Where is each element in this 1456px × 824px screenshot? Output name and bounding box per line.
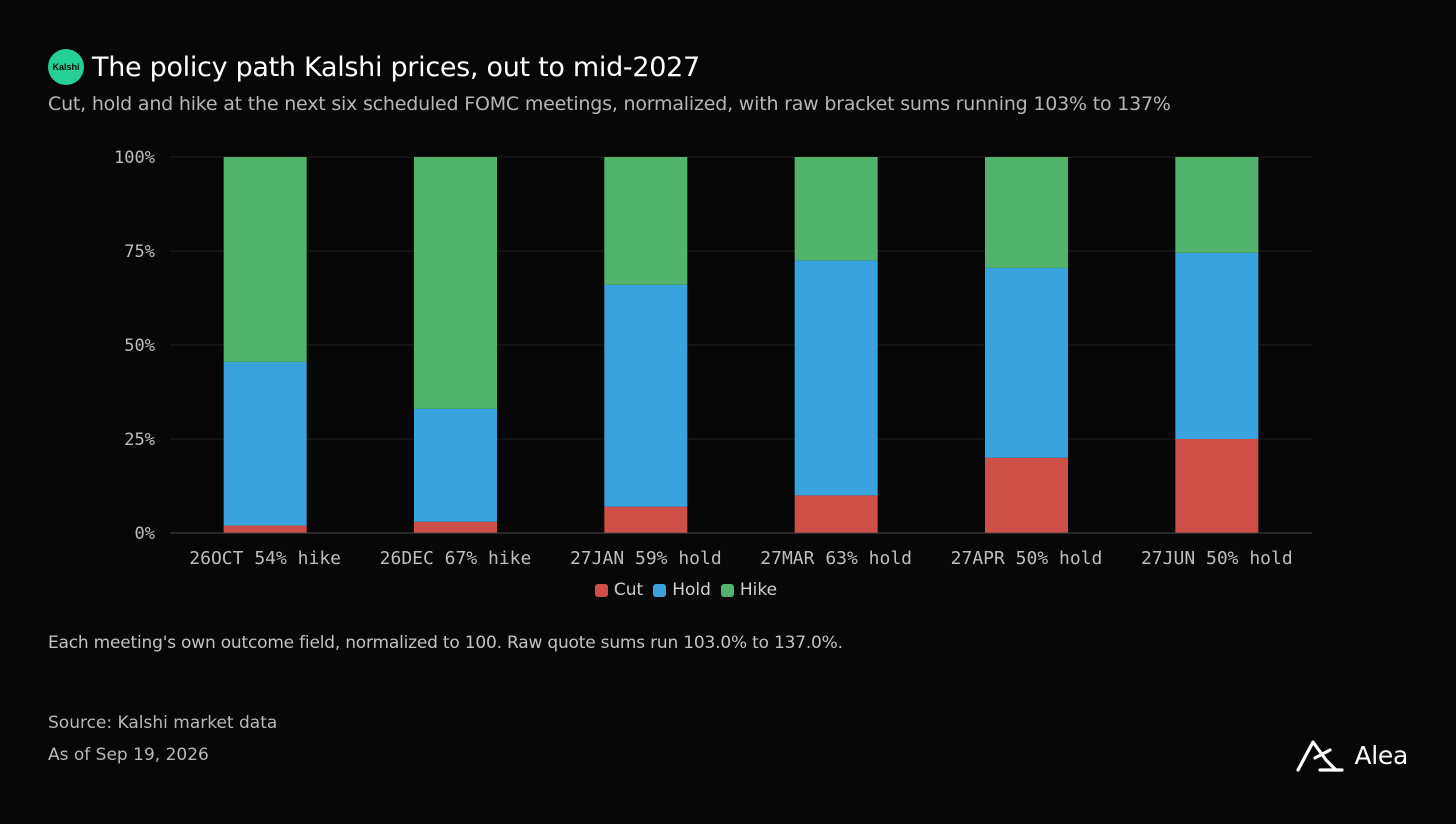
x-tick-label: 27MAR 63% hold [760, 548, 912, 569]
y-tick-label: 25% [124, 430, 155, 450]
kalshi-logo-icon: Kalshi [48, 49, 84, 85]
alea-brand: Alea [1296, 738, 1408, 772]
x-tick-label: 27JAN 59% hold [570, 548, 722, 569]
bar-segment-cut [604, 506, 688, 533]
bar-segment-hike [223, 157, 307, 362]
legend-label-hike: Hike [739, 580, 778, 600]
y-tick-label: 50% [124, 336, 155, 356]
bar-segment-hike [1175, 157, 1259, 253]
chart-note: Each meeting's own outcome field, normal… [48, 633, 843, 653]
bar-segment-hold [604, 284, 688, 507]
bar-segment-hike [414, 157, 497, 409]
chart-legend: Cut Hold Hike [0, 580, 1372, 600]
bar-segment-hold [794, 260, 878, 496]
chart-title: The policy path Kalshi prices, out to mi… [92, 51, 700, 83]
y-tick-label: 75% [124, 242, 155, 262]
bar-segment-hold [223, 361, 307, 526]
legend-swatch-hike [720, 583, 734, 597]
y-tick-label: 0% [135, 524, 155, 544]
brand-name: Alea [1354, 740, 1408, 770]
legend-item-cut: Cut [594, 580, 644, 600]
bar-segment-cut [414, 521, 497, 533]
alea-logo-icon [1296, 740, 1345, 772]
legend-swatch-cut [594, 583, 608, 597]
stacked-bar-chart: 0% 25% 50% 75% 100% 26OCT 54% hike 26DEC 67% h… [114, 148, 1312, 569]
bar-segment-cut [223, 525, 307, 533]
bar-segment-hold [985, 267, 1068, 458]
legend-item-hike: Hike [720, 580, 778, 600]
as-of-date: As of Sep 19, 2026 [48, 745, 209, 765]
chart-header: Kalshi The policy path Kalshi prices, ou… [48, 48, 1428, 115]
legend-label-cut: Cut [613, 580, 644, 600]
chart-subtitle: Cut, hold and hike at the next six sched… [48, 93, 1171, 115]
x-tick-label: 26DEC 67% hike [380, 548, 532, 569]
bar-segment-cut [1175, 439, 1259, 533]
bar-segment-hike [604, 157, 688, 285]
bar-segment-cut [985, 457, 1068, 533]
legend-label-hold: Hold [672, 580, 711, 600]
x-tick-label: 27JUN 50% hold [1141, 548, 1293, 569]
title-row: Kalshi The policy path Kalshi prices, ou… [48, 48, 1428, 86]
bar-segment-hike [985, 157, 1068, 268]
legend-swatch-hold [653, 583, 667, 597]
bar-segment-hold [1175, 252, 1259, 439]
bar-segment-hike [794, 157, 878, 261]
x-tick-label: 27APR 50% hold [951, 548, 1103, 569]
source-text: Source: Kalshi market data [48, 713, 278, 733]
bar-segment-hold [414, 408, 497, 522]
legend-item-hold: Hold [653, 580, 711, 600]
x-tick-label: 26OCT 54% hike [189, 548, 341, 569]
bar-segment-cut [794, 495, 878, 533]
y-tick-label: 100% [114, 148, 155, 168]
